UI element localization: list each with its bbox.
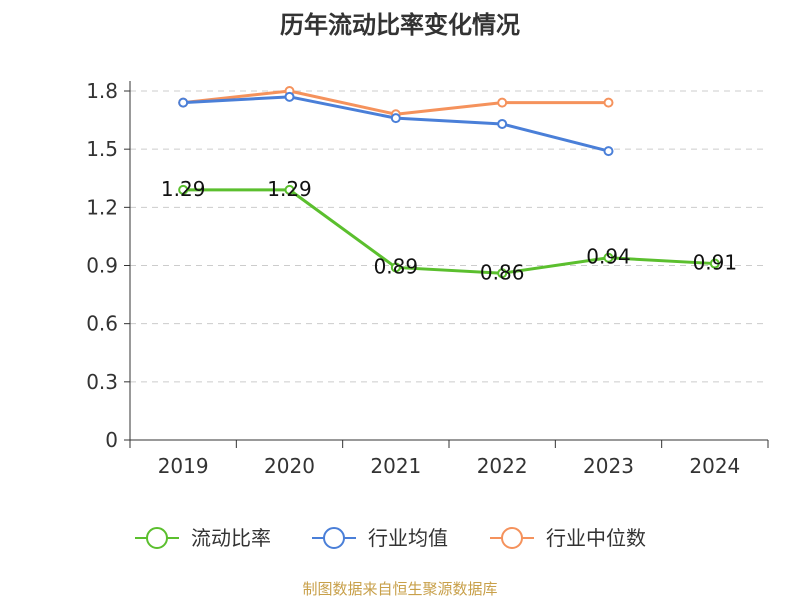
x-tick-label: 2024 (689, 454, 740, 478)
data-label: 0.86 (480, 260, 525, 284)
data-point[interactable] (603, 97, 614, 108)
data-label: 1.29 (267, 177, 312, 201)
axes: 0 0.3 0.6 0.9 1.2 1.5 1.8 2019 2020 2021 2022 2023 2… (86, 79, 769, 478)
legend-label: 行业中位数 (546, 526, 646, 550)
y-tick-label: 1.2 (86, 195, 118, 219)
data-label: 0.91 (693, 251, 738, 275)
data-point[interactable] (284, 184, 295, 195)
y-tick-label: 0.6 (86, 312, 118, 336)
chart-title: 历年流动比率变化情况 (280, 11, 520, 39)
grid-lines (130, 90, 768, 383)
y-tick-label: 0.9 (86, 254, 118, 278)
data-point[interactable] (390, 262, 401, 273)
x-tick-label: 2023 (583, 454, 634, 478)
legend-item[interactable]: 行业中位数 (490, 526, 646, 550)
series-line (183, 188, 715, 275)
series-layer (178, 86, 720, 279)
legend: 流动比率 行业均值 行业中位数 (135, 526, 646, 550)
data-point[interactable] (603, 146, 614, 157)
y-tick-label: 1.5 (86, 137, 118, 161)
legend-marker (146, 527, 168, 549)
data-point[interactable] (178, 184, 189, 195)
y-tick-label: 1.8 (86, 79, 118, 103)
data-point[interactable] (178, 97, 189, 108)
x-tick-label: 2020 (264, 454, 315, 478)
data-point[interactable] (709, 258, 720, 269)
data-point[interactable] (603, 252, 614, 263)
x-tick-label: 2019 (158, 454, 209, 478)
data-labels: 1.29 1.29 0.89 0.86 0.94 0.91 (161, 177, 737, 284)
data-label: 0.94 (586, 245, 631, 269)
source-note: 制图数据来自恒生聚源数据库 (302, 580, 497, 598)
data-point[interactable] (497, 118, 508, 129)
data-point[interactable] (284, 91, 295, 102)
data-point[interactable] (497, 268, 508, 279)
data-label: 1.29 (161, 177, 206, 201)
series-line (183, 95, 609, 153)
legend-label: 流动比率 (191, 526, 271, 550)
data-point[interactable] (390, 113, 401, 124)
x-tick-label: 2022 (477, 454, 528, 478)
legend-item[interactable]: 行业均值 (312, 526, 448, 550)
legend-marker (501, 527, 523, 549)
legend-label: 行业均值 (368, 526, 448, 550)
data-point[interactable] (497, 97, 508, 108)
y-tick-label: 0 (105, 428, 118, 452)
legend-marker (323, 527, 345, 549)
legend-item[interactable]: 流动比率 (135, 526, 271, 550)
data-label: 0.89 (374, 254, 419, 278)
y-tick-label: 0.3 (86, 370, 118, 394)
x-tick-label: 2021 (370, 454, 421, 478)
